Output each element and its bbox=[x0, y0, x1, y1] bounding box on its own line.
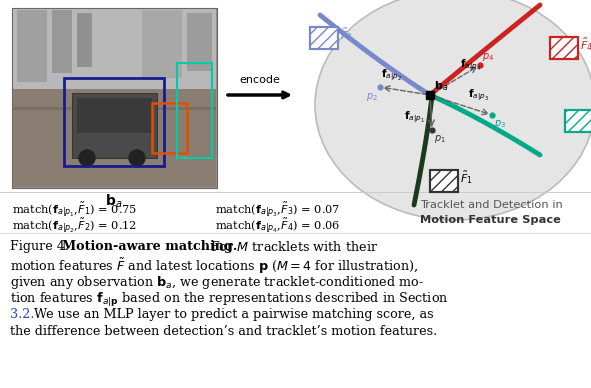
Text: $\mathbf{f}_{a|p_2}$: $\mathbf{f}_{a|p_2}$ bbox=[381, 67, 402, 83]
Text: given any observation $\mathbf{b}_a$, we generate tracklet-conditioned mo-: given any observation $\mathbf{b}_a$, we… bbox=[10, 274, 424, 291]
Text: match($\mathbf{f}_{a|p_2}$,$\tilde{F}_2$) = 0.12: match($\mathbf{f}_{a|p_2}$,$\tilde{F}_2$… bbox=[12, 216, 137, 235]
Text: the difference between detection’s and tracklet’s motion features.: the difference between detection’s and t… bbox=[10, 325, 437, 338]
Text: $\tilde{F}_2$: $\tilde{F}_2$ bbox=[340, 26, 353, 43]
Bar bbox=[12, 8, 217, 188]
Bar bbox=[52, 10, 72, 73]
Bar bbox=[310, 27, 338, 49]
Bar bbox=[13, 9, 216, 90]
Text: Tracklet and Detection in: Tracklet and Detection in bbox=[420, 200, 563, 210]
Text: For $M$ tracklets with their: For $M$ tracklets with their bbox=[202, 240, 378, 254]
Text: tion features $\mathbf{f}_{a|\mathbf{p}}$ based on the representations described: tion features $\mathbf{f}_{a|\mathbf{p}}… bbox=[10, 291, 449, 309]
Text: $\mathbf{f}_{a|p_3}$: $\mathbf{f}_{a|p_3}$ bbox=[468, 87, 489, 103]
Bar bbox=[13, 89, 216, 187]
Text: match($\mathbf{f}_{a|p_1}$,$\tilde{F}_1$) = 0.75: match($\mathbf{f}_{a|p_1}$,$\tilde{F}_1$… bbox=[12, 200, 137, 219]
Text: $\mathbf{f}_{a|p_1}$: $\mathbf{f}_{a|p_1}$ bbox=[404, 109, 425, 125]
Bar bbox=[13, 107, 216, 110]
Text: $\tilde{F}_1$: $\tilde{F}_1$ bbox=[460, 170, 473, 187]
Text: $\tilde{F}_4$: $\tilde{F}_4$ bbox=[580, 36, 591, 54]
Circle shape bbox=[79, 150, 95, 166]
Text: $\mathbf{f}_{a|p_4}$: $\mathbf{f}_{a|p_4}$ bbox=[460, 57, 481, 73]
Bar bbox=[142, 10, 182, 78]
Text: $p_2$: $p_2$ bbox=[366, 91, 378, 103]
Ellipse shape bbox=[315, 0, 591, 220]
Bar bbox=[17, 10, 47, 82]
Bar bbox=[565, 110, 591, 132]
Bar bbox=[430, 170, 458, 192]
Bar bbox=[77, 98, 152, 133]
Bar bbox=[430, 170, 458, 192]
Bar bbox=[152, 103, 187, 153]
Text: $\mathbf{b}_a$: $\mathbf{b}_a$ bbox=[105, 193, 123, 210]
Text: Figure 4.: Figure 4. bbox=[10, 240, 76, 253]
Text: $\mathbf{b}_a$: $\mathbf{b}_a$ bbox=[434, 79, 449, 93]
Text: encode: encode bbox=[239, 75, 281, 85]
Text: We use an MLP layer to predict a pairwise matching score, as: We use an MLP layer to predict a pairwis… bbox=[34, 308, 434, 321]
Bar bbox=[565, 110, 591, 132]
Text: motion features $\tilde{F}$ and latest locations $\mathbf{p}$ ($M = 4$ for illus: motion features $\tilde{F}$ and latest l… bbox=[10, 257, 418, 277]
Bar bbox=[187, 13, 212, 71]
Text: $p_3$: $p_3$ bbox=[494, 118, 506, 130]
Bar bbox=[310, 27, 338, 49]
Text: $p_1$: $p_1$ bbox=[434, 133, 446, 145]
Text: Motion-aware matching.: Motion-aware matching. bbox=[62, 240, 237, 253]
Bar bbox=[550, 37, 578, 59]
Bar bbox=[77, 13, 92, 67]
Text: 3.2.: 3.2. bbox=[10, 308, 34, 321]
Bar bbox=[550, 37, 578, 59]
Circle shape bbox=[129, 150, 145, 166]
Bar bbox=[72, 93, 157, 158]
Text: match($\mathbf{f}_{a|p_3}$,$\tilde{F}_3$) = 0.07: match($\mathbf{f}_{a|p_3}$,$\tilde{F}_3$… bbox=[215, 200, 340, 219]
Text: match($\mathbf{f}_{a|p_4}$,$\tilde{F}_4$) = 0.06: match($\mathbf{f}_{a|p_4}$,$\tilde{F}_4$… bbox=[215, 216, 340, 235]
Text: $p_4$: $p_4$ bbox=[482, 51, 494, 63]
Text: Motion Feature Space: Motion Feature Space bbox=[420, 215, 561, 225]
Bar bbox=[177, 63, 212, 158]
Bar bbox=[64, 78, 164, 166]
